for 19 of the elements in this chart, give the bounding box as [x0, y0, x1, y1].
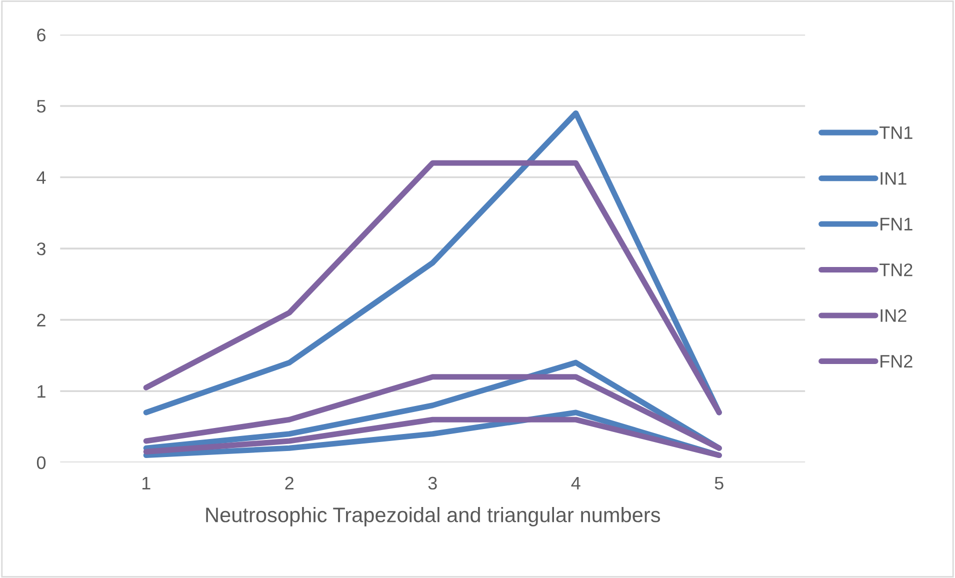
legend-label: TN2 — [880, 263, 912, 276]
y-tick-label: 2 — [37, 314, 46, 326]
legend-label: IN1 — [880, 172, 906, 185]
y-tick-label: 3 — [36, 242, 46, 256]
y-tick-label: 4 — [36, 171, 46, 184]
legend-label: FN1 — [880, 218, 912, 230]
x-tick-label: 3 — [428, 476, 437, 490]
y-tick-label: 1 — [38, 385, 46, 398]
x-tick-label: 2 — [285, 476, 294, 490]
x-tick-label: 1 — [142, 476, 150, 490]
x-tick-label: 5 — [714, 476, 724, 490]
x-axis-title: Neutrosophic Trapezoidal and triangular numbers — [206, 507, 660, 526]
y-tick-label: 5 — [36, 100, 46, 113]
x-tick-label: 4 — [571, 476, 580, 490]
y-tick-label: 6 — [37, 28, 46, 42]
legend-label: FN2 — [880, 354, 912, 368]
legend-label: IN2 — [880, 309, 906, 322]
y-tick-label: 0 — [36, 456, 46, 470]
legend-label: TN1 — [880, 126, 912, 139]
